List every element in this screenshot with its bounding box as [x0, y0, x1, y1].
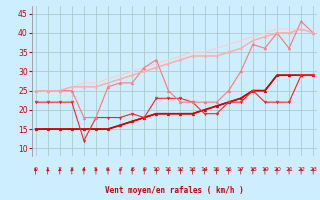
X-axis label: Vent moyen/en rafales ( km/h ): Vent moyen/en rafales ( km/h ): [105, 186, 244, 195]
